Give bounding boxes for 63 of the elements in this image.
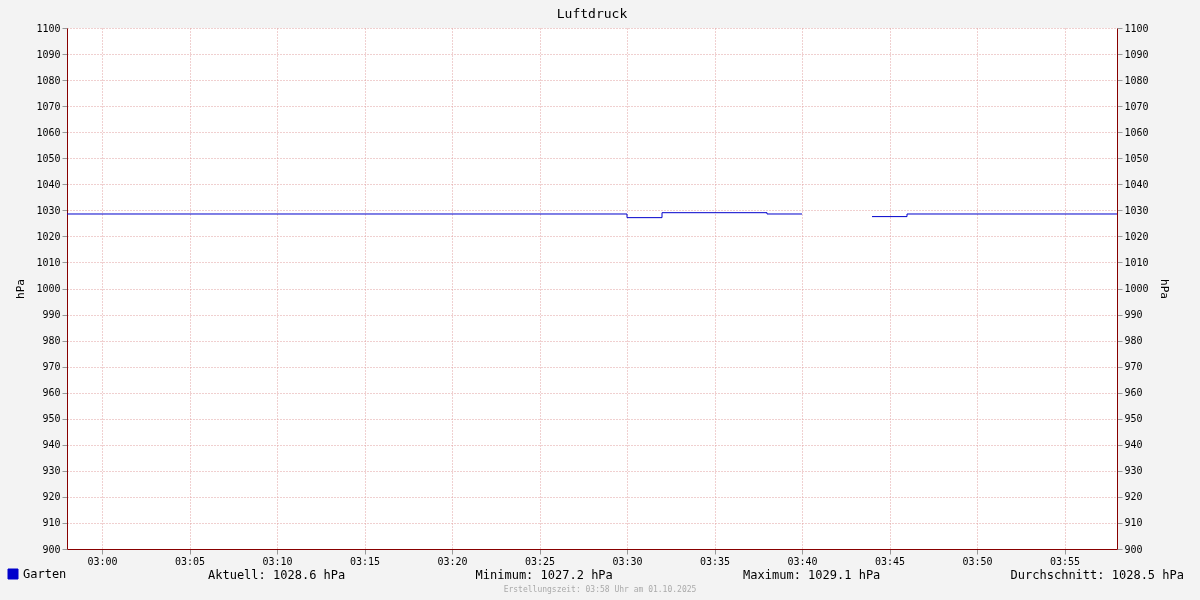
- y2-tick-label: 1010: [1124, 256, 1149, 268]
- y2-tick-label: 940: [1124, 439, 1143, 451]
- y-tick-label: 1070: [36, 100, 61, 112]
- x-tick-label: 03:35: [699, 555, 731, 567]
- y-tick-label: 980: [42, 335, 61, 347]
- y-tick-label: 1100: [36, 22, 61, 34]
- y2-tick-label: 930: [1124, 465, 1143, 477]
- y2-tick-label: 1050: [1124, 152, 1149, 164]
- x-tick-label: 03:50: [962, 555, 993, 567]
- y2-tick-label: 1070: [1124, 100, 1149, 112]
- y2-tick-label: 970: [1124, 361, 1143, 373]
- y2-tick-label: 1030: [1124, 204, 1149, 216]
- y2-tick-label: 950: [1124, 413, 1143, 425]
- y-tick-label: 900: [42, 543, 61, 555]
- y-tick-label: 990: [42, 309, 61, 321]
- y-tick-label: 1030: [36, 204, 61, 216]
- y2-tick-label: 1020: [1124, 230, 1149, 242]
- y-tick-label: 1020: [36, 230, 61, 242]
- x-tick-label: 03:00: [87, 555, 118, 567]
- x-tick-label: 03:10: [262, 555, 293, 567]
- y-tick-label: 1010: [36, 256, 61, 268]
- x-tick-label: 03:20: [437, 555, 468, 567]
- text: Maximum: 1029.1 hPa: [743, 568, 881, 582]
- y-tick-label: 1050: [36, 152, 61, 164]
- x-tick-label: 03:45: [874, 555, 906, 567]
- y2-axis-title: hPa: [1157, 279, 1171, 299]
- legend-label: Garten: [23, 567, 67, 581]
- y-tick-label: 960: [42, 387, 61, 399]
- y2-tick-label: 960: [1124, 387, 1143, 399]
- x-tick-label: 03:30: [612, 555, 643, 567]
- y2-tick-label: 1080: [1124, 74, 1149, 86]
- y-tick-label: 950: [42, 413, 61, 425]
- y2-tick-label: 1000: [1124, 283, 1149, 294]
- text: Durchschnitt: 1028.5 hPa: [1010, 568, 1184, 582]
- y2-tick-label: 920: [1124, 491, 1143, 503]
- y2-tick-label: 990: [1124, 309, 1143, 321]
- x-tick-label: 03:25: [524, 555, 556, 567]
- y-tick-label: 1040: [36, 178, 61, 190]
- y-tick-label: 940: [42, 439, 61, 451]
- x-tick-label: 03:40: [787, 555, 818, 567]
- y2-tick-label: 900: [1124, 543, 1143, 555]
- y2-tick-label: 1060: [1124, 126, 1149, 138]
- y-tick-label: 930: [42, 465, 61, 477]
- y-tick-label: 970: [42, 361, 61, 373]
- x-tick-label: 03:05: [174, 555, 206, 567]
- y-tick-label: 1090: [36, 48, 61, 60]
- y2-tick-label: 1040: [1124, 178, 1149, 190]
- y2-tick-label: 910: [1124, 517, 1143, 529]
- text: Erstellungszeit: 03:58 Uhr am 01.10.2025: [503, 585, 697, 594]
- text: Aktuell: 1028.6 hPa: [208, 568, 346, 582]
- y2-tick-label: 1090: [1124, 48, 1149, 60]
- y-tick-label: 1080: [36, 74, 61, 86]
- chart-title: Luftdruck: [556, 6, 628, 21]
- x-tick-label: 03:55: [1049, 555, 1081, 567]
- y2-tick-label: 980: [1124, 335, 1143, 347]
- y-tick-label: 910: [42, 517, 61, 529]
- x-tick-label: 03:15: [349, 555, 381, 567]
- y-tick-label: 1060: [36, 126, 61, 138]
- y2-tick-label: 1100: [1124, 22, 1149, 34]
- y-tick-label: 920: [42, 491, 61, 503]
- y-axis-title: hPa: [14, 279, 28, 299]
- text: Minimum: 1027.2 hPa: [475, 568, 613, 582]
- y-tick-label: 1000: [36, 283, 61, 294]
